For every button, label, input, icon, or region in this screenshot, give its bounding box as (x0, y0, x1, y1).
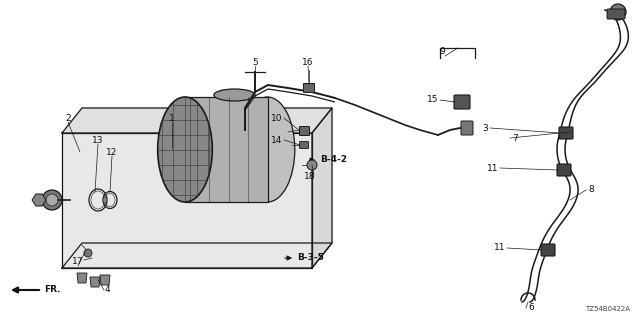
FancyBboxPatch shape (461, 121, 473, 135)
Text: 7: 7 (512, 133, 518, 142)
Text: 18: 18 (303, 172, 315, 180)
Text: 8: 8 (588, 186, 594, 195)
Text: 16: 16 (302, 58, 314, 67)
FancyBboxPatch shape (559, 127, 573, 139)
FancyBboxPatch shape (300, 141, 308, 148)
Text: TZ54B0422A: TZ54B0422A (585, 306, 630, 312)
Text: B-3-5: B-3-5 (297, 253, 324, 262)
Text: B-4-2: B-4-2 (320, 156, 347, 164)
Circle shape (610, 4, 626, 20)
Text: 3: 3 (483, 124, 488, 132)
Text: 12: 12 (106, 148, 118, 156)
Text: FR.: FR. (44, 285, 61, 294)
Polygon shape (90, 277, 100, 287)
Text: 13: 13 (92, 135, 104, 145)
Polygon shape (32, 194, 46, 206)
FancyBboxPatch shape (541, 244, 555, 256)
Polygon shape (62, 243, 332, 268)
Ellipse shape (214, 89, 255, 101)
Text: 10: 10 (271, 114, 282, 123)
Polygon shape (62, 108, 332, 133)
FancyBboxPatch shape (454, 95, 470, 109)
Text: 4: 4 (105, 285, 111, 294)
Text: 11: 11 (493, 244, 505, 252)
Text: 11: 11 (486, 164, 498, 172)
Text: 5: 5 (252, 58, 258, 67)
Bar (185, 97, 268, 202)
Text: 2: 2 (65, 114, 71, 123)
Polygon shape (312, 108, 332, 268)
Circle shape (42, 190, 62, 210)
FancyBboxPatch shape (303, 84, 314, 92)
Ellipse shape (240, 97, 295, 202)
Text: 1: 1 (169, 114, 175, 123)
FancyBboxPatch shape (300, 126, 310, 135)
Polygon shape (62, 133, 312, 268)
Text: 6: 6 (528, 303, 534, 313)
Circle shape (84, 249, 92, 257)
Circle shape (46, 194, 58, 206)
Text: 9: 9 (439, 47, 445, 57)
FancyBboxPatch shape (557, 164, 571, 176)
Text: 15: 15 (426, 95, 438, 105)
Polygon shape (77, 273, 87, 283)
Ellipse shape (157, 97, 212, 202)
Text: 17: 17 (72, 258, 84, 267)
Circle shape (307, 160, 317, 170)
Polygon shape (100, 275, 110, 285)
Text: 14: 14 (271, 135, 282, 145)
FancyBboxPatch shape (607, 9, 625, 19)
